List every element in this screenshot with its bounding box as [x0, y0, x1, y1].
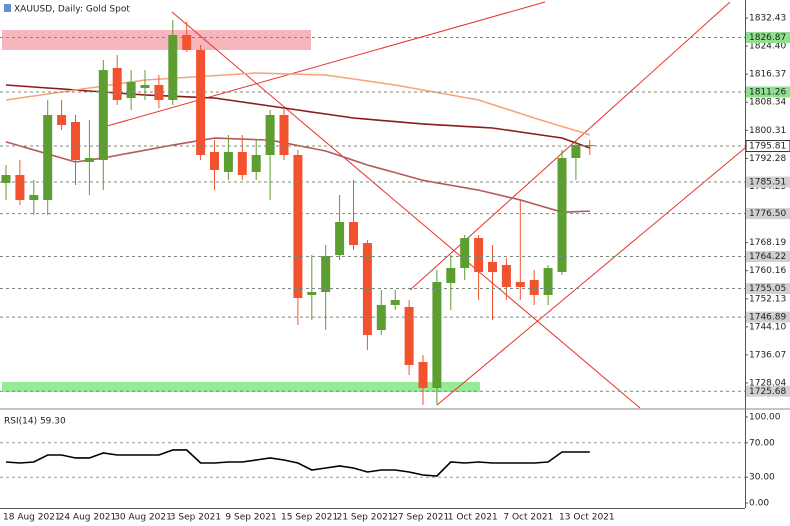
candle-body — [140, 84, 150, 89]
candle-body — [501, 264, 511, 287]
x-tick-label: 3 Sep 2021 — [170, 513, 221, 523]
x-tick-label: 30 Aug 2021 — [114, 513, 172, 523]
y-tick-label: 1728.04 — [749, 379, 786, 389]
level-label: 1755.05 — [749, 284, 786, 294]
level-label-box — [746, 176, 790, 188]
candle-body — [126, 81, 136, 99]
y-tick-label: 1800.31 — [749, 126, 786, 136]
candle-body — [168, 34, 178, 100]
candle-body — [84, 158, 94, 162]
y-tick-label: 1760.16 — [749, 266, 786, 276]
trend-line — [171, 11, 641, 409]
candle-body — [432, 281, 442, 389]
candle-body — [307, 291, 317, 295]
candle-body — [529, 279, 539, 295]
level-label-box — [746, 385, 790, 397]
chart-title: XAUUSD, Daily: Gold Spot — [14, 5, 130, 15]
level-label-box — [746, 86, 790, 98]
candle-body — [390, 299, 400, 305]
y-tick-label: 30.00 — [749, 473, 775, 483]
level-label-box — [746, 311, 790, 323]
candle-body — [404, 306, 414, 365]
candle-body — [98, 69, 108, 160]
candle-body — [335, 221, 345, 255]
y-tick-label: 1816.37 — [749, 70, 786, 80]
x-tick-label: 13 Oct 2021 — [559, 513, 615, 523]
candle-body — [29, 194, 39, 200]
rsi-line — [5, 449, 590, 477]
candle-body — [182, 34, 192, 50]
candle-body — [265, 114, 275, 155]
resistance-zone — [2, 30, 311, 50]
level-label: 1746.89 — [749, 313, 786, 323]
rsi-title: RSI(14) 59.30 — [4, 417, 66, 427]
x-tick-label: 9 Sep 2021 — [225, 513, 276, 523]
x-tick-label: 1 Oct 2021 — [448, 513, 498, 523]
candle-body — [1, 174, 11, 184]
y-tick-label: 1744.10 — [749, 322, 786, 332]
level-label: 1785.51 — [749, 178, 786, 188]
candle-body — [446, 268, 456, 284]
candle-body — [279, 114, 289, 155]
candle-body — [571, 144, 581, 159]
candle-body — [474, 238, 484, 272]
level-label-box — [746, 250, 790, 262]
level-label: 1795.81 — [749, 142, 786, 152]
x-tick-label: 27 Sep 2021 — [392, 513, 449, 523]
candle-body — [543, 268, 553, 295]
candle-body — [293, 154, 303, 299]
candle-body — [460, 238, 470, 269]
x-tick-label: 18 Aug 2021 — [3, 513, 61, 523]
candle-body — [418, 361, 428, 389]
candle-body — [71, 121, 80, 160]
y-tick-label: 1736.07 — [749, 350, 786, 360]
level-label-box — [746, 283, 790, 295]
candle-body — [321, 256, 331, 292]
level-label: 1776.50 — [749, 209, 786, 219]
y-tick-label: 1752.13 — [749, 294, 786, 304]
candle-body — [112, 68, 122, 100]
candle-body — [210, 151, 219, 170]
candle-body — [488, 261, 497, 272]
candle-body — [15, 174, 25, 200]
candle-body — [57, 114, 67, 125]
candle-body — [43, 114, 53, 200]
level-label: 1725.68 — [749, 387, 786, 397]
y-tick-label: 1808.34 — [749, 98, 786, 108]
y-tick-label: 0.00 — [749, 499, 769, 509]
y-tick-label: 1792.28 — [749, 154, 786, 164]
x-tick-label: 15 Sep 2021 — [281, 513, 338, 523]
candle-body — [376, 304, 386, 330]
level-label: 1811.26 — [749, 88, 786, 98]
x-tick-label: 7 Oct 2021 — [503, 513, 553, 523]
candle-body — [196, 49, 206, 155]
candle-body — [251, 154, 261, 172]
candle-body — [223, 151, 233, 172]
level-label-box — [746, 208, 790, 220]
trend-line — [99, 1, 546, 129]
y-tick-label: 1832.43 — [749, 14, 786, 24]
level-label: 1826.87 — [749, 33, 786, 43]
level-label-box — [745, 140, 790, 153]
level-label: 1764.22 — [749, 252, 786, 262]
level-label-box — [746, 31, 790, 43]
y-tick-label: 1824.40 — [749, 42, 786, 52]
symbol-icon — [4, 4, 11, 12]
candle-body — [515, 281, 525, 287]
trend-line — [436, 147, 746, 406]
candle-body — [349, 221, 358, 245]
y-tick-label: 100.00 — [749, 412, 781, 422]
x-tick-label: 24 Aug 2021 — [59, 513, 117, 523]
x-tick-label: 21 Sep 2021 — [337, 513, 394, 523]
support-zone — [2, 382, 480, 392]
y-tick-label: 1768.19 — [749, 238, 786, 248]
candle-body — [557, 158, 567, 272]
y-tick-label: 70.00 — [749, 438, 775, 448]
candle-body — [237, 151, 247, 175]
candle-body — [585, 144, 595, 147]
